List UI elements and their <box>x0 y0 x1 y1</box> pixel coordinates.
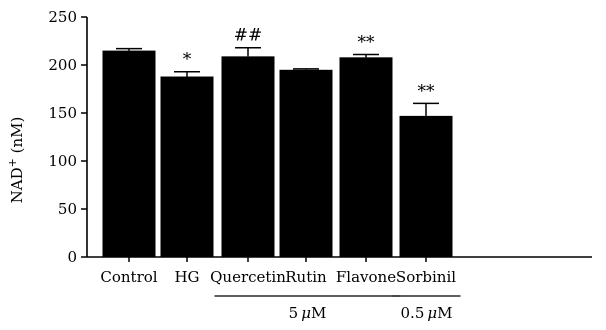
bar <box>102 50 156 257</box>
y-tick-label: 0 <box>67 248 77 266</box>
y-tick-label: 250 <box>48 8 77 26</box>
significance-mark: ** <box>418 81 436 101</box>
y-tick-label: 200 <box>48 56 77 74</box>
bar <box>160 76 214 258</box>
bar <box>221 56 275 257</box>
treatment-groups: 5 μM 0.5 μM <box>214 295 461 322</box>
significance-mark: * <box>183 50 192 70</box>
bar <box>279 69 333 257</box>
bar <box>399 115 453 257</box>
x-tick-label: Rutin <box>285 268 327 286</box>
y-axis-label: NAD+ (nM) <box>6 117 26 204</box>
x-tick-label: Quercetin <box>210 268 286 286</box>
significance-mark: ** <box>358 32 376 52</box>
x-tick-label: Control <box>100 268 157 286</box>
y-ticks: 0 50 100 150 200 250 <box>48 8 87 266</box>
group-label: 5 μM <box>289 304 327 322</box>
significance-mark: ## <box>234 26 263 46</box>
y-tick-label: 50 <box>58 200 77 218</box>
x-tick-label: Sorbinil <box>396 268 456 286</box>
bars: * ## ** ** <box>102 26 453 258</box>
bar <box>339 57 393 257</box>
x-tick-label: HG <box>174 268 199 286</box>
group-label: 0.5 μM <box>401 304 453 322</box>
y-tick-label: 100 <box>48 152 77 170</box>
x-tick-label: Flavone <box>336 268 396 286</box>
x-tick-labels: Control HG Quercetin Rutin Flavone Sorbinil <box>100 257 456 286</box>
y-tick-label: 150 <box>48 104 77 122</box>
